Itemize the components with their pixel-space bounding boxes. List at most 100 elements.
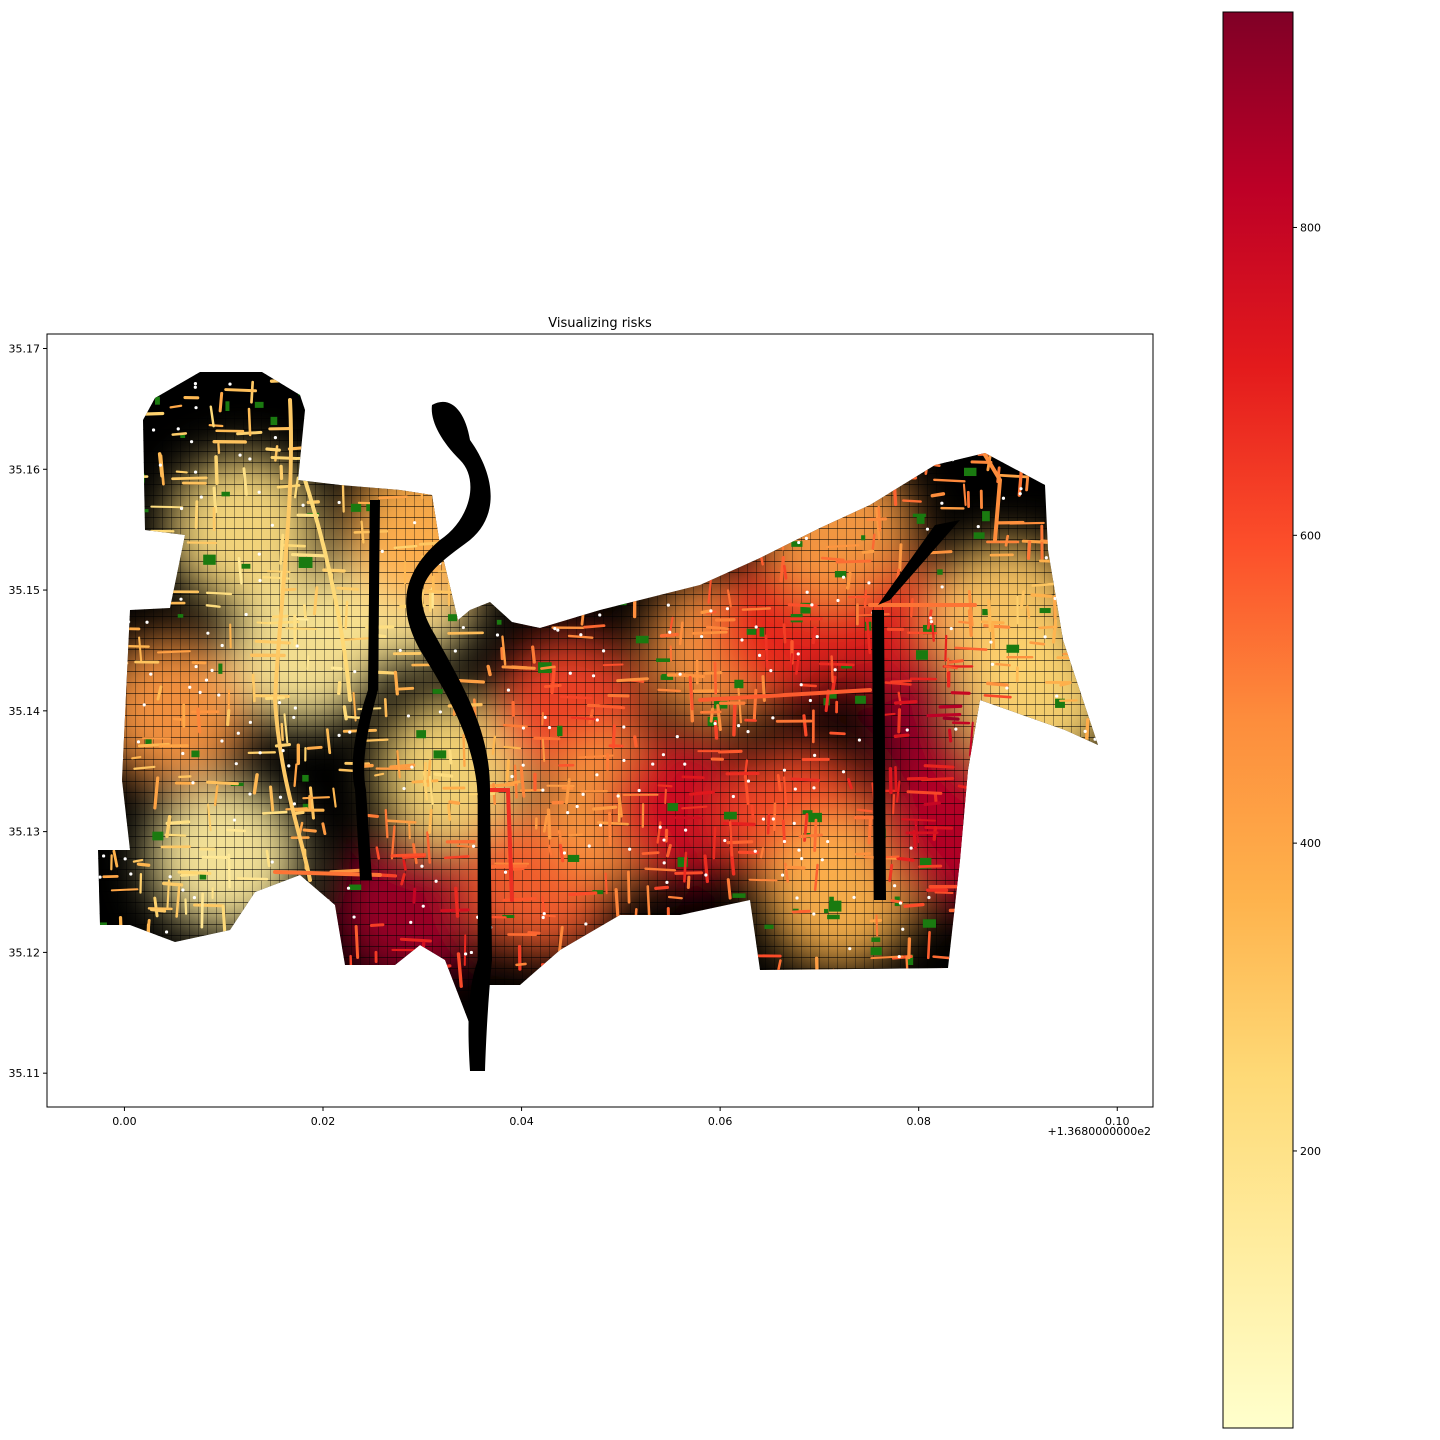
road-segment: [136, 862, 151, 867]
road-segment: [681, 775, 705, 780]
road-segment: [330, 666, 343, 671]
vegetation-patch: [907, 954, 914, 966]
arterial-road: [488, 788, 514, 902]
road-segment: [559, 695, 593, 700]
road-segment: [657, 688, 682, 693]
road-segment: [668, 616, 674, 634]
network-node: [295, 644, 299, 648]
road-segment: [542, 815, 549, 833]
network-node: [616, 794, 620, 798]
network-node: [841, 575, 846, 579]
network-node: [780, 873, 785, 877]
road-segment: [830, 655, 834, 683]
network-node: [949, 626, 953, 631]
road-segment: [830, 675, 837, 694]
road-segment: [344, 600, 349, 630]
network-node: [771, 817, 775, 821]
road-segment: [336, 586, 359, 591]
road-segment: [608, 811, 612, 847]
network-node: [248, 457, 252, 461]
colorbar-gradient: [1222, 11, 1294, 1429]
road-segment: [930, 492, 946, 498]
road-segment: [716, 704, 722, 732]
vegetation-patch: [203, 554, 216, 565]
network-node: [929, 619, 933, 624]
road-segment: [165, 815, 172, 839]
road-segment: [948, 659, 964, 664]
vegetation-patch: [915, 650, 928, 660]
network-node: [337, 733, 341, 737]
road-segment: [1004, 534, 1010, 547]
vegetation-patch: [855, 695, 866, 704]
road-segment: [224, 388, 258, 393]
network-node: [683, 762, 687, 766]
vegetation-patch: [922, 624, 936, 635]
road-segment: [399, 937, 432, 943]
network-node: [808, 698, 812, 703]
network-node: [678, 672, 682, 676]
network-node: [346, 886, 351, 890]
road-segment: [947, 728, 953, 743]
road-segment: [206, 780, 239, 786]
network-node: [665, 880, 669, 885]
road-segment: [110, 888, 139, 892]
network-node: [398, 648, 402, 653]
network-node: [129, 872, 133, 876]
road-segment: [505, 759, 510, 782]
vegetation-patch: [919, 857, 932, 869]
vegetation-patch: [218, 663, 223, 674]
network-node: [337, 500, 341, 505]
road-segment: [894, 766, 898, 793]
vegetation-patch: [870, 947, 882, 956]
road-segment: [918, 864, 943, 869]
canal-west: [352, 500, 380, 880]
network-node: [898, 901, 903, 905]
network-node: [220, 739, 224, 743]
network-node: [181, 751, 185, 756]
road-segment: [308, 786, 316, 820]
network-node: [568, 671, 572, 675]
road-segment: [293, 476, 300, 499]
network-node: [181, 888, 185, 892]
vegetation-patch: [416, 730, 427, 739]
road-segment: [374, 772, 385, 777]
road-segment: [433, 772, 454, 778]
network-node: [270, 860, 274, 864]
network-node: [723, 838, 727, 843]
network-node: [901, 927, 905, 931]
network-node: [662, 861, 666, 865]
road-segment: [543, 683, 562, 689]
network-node: [270, 523, 274, 527]
road-segment: [250, 380, 255, 404]
road-segment: [785, 865, 806, 870]
road-segment: [570, 716, 600, 721]
road-segment: [456, 952, 463, 988]
road-segment: [426, 831, 431, 864]
road-segment: [383, 698, 388, 718]
road-segment: [722, 821, 756, 827]
road-segment: [782, 623, 787, 644]
network-node: [976, 524, 980, 529]
network-node: [1043, 635, 1047, 639]
vegetation-patch: [656, 658, 671, 662]
road-segment: [171, 432, 188, 436]
road-segment: [641, 851, 660, 855]
road-segment: [728, 820, 734, 857]
road-segment: [332, 787, 337, 808]
road-segment: [428, 775, 434, 805]
network-node: [587, 844, 591, 848]
network-node: [193, 382, 198, 386]
network-node: [753, 849, 757, 853]
road-segment: [875, 914, 879, 937]
road-segment: [802, 714, 808, 737]
network-node: [1018, 492, 1022, 496]
y-tick-label: 35.13: [9, 826, 41, 839]
x-tick-label: 0.02: [311, 1115, 336, 1128]
road-segment: [892, 793, 896, 815]
vegetation-patch: [592, 890, 604, 895]
y-axis: 35.11 35.12 35.13 35.14 35.15 35.16 35.17: [9, 342, 47, 1080]
road-segment: [558, 843, 565, 863]
road-segment: [898, 543, 903, 572]
network-node: [793, 787, 797, 791]
arterial-road: [303, 478, 352, 702]
